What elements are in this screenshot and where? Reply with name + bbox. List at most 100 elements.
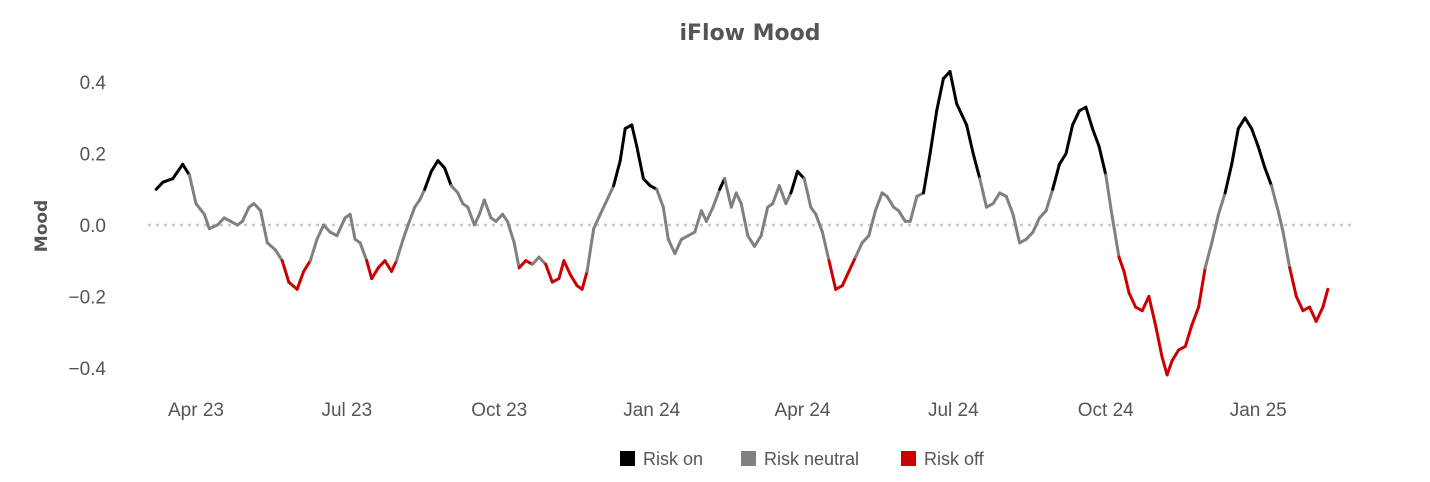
mood-line-segment: [1236, 116, 1247, 131]
mood-line-segment: [1190, 305, 1201, 327]
mood-line-segment: [315, 223, 326, 241]
mood-line-segment: [1276, 209, 1285, 234]
mood-series: [154, 70, 1330, 377]
mood-line-segment: [477, 198, 486, 216]
mood-line-segment: [759, 205, 770, 238]
mood-line-segment: [280, 259, 291, 284]
mood-line-segment: [494, 212, 505, 223]
mood-line-segment: [873, 191, 884, 213]
mood-line-segment: [537, 255, 548, 266]
mood-line-segment: [154, 180, 165, 191]
mood-line-segment: [202, 212, 211, 231]
y-axis-label: Mood: [32, 200, 52, 252]
mood-line-segment: [376, 259, 387, 270]
mood-line-segment: [365, 259, 374, 281]
x-tick-label: Apr 23: [168, 400, 224, 421]
mood-line-segment: [580, 269, 589, 291]
mood-line-segment: [704, 205, 715, 223]
mood-line-segment: [1270, 184, 1280, 213]
mood-line-segment: [308, 237, 319, 263]
mood-line-segment: [506, 219, 516, 245]
x-tick-label: Oct 23: [471, 400, 527, 421]
mood-line-segment: [1288, 266, 1298, 298]
mood-line-segment: [443, 166, 453, 188]
x-tick-label: Jul 24: [928, 400, 979, 421]
mood-line-segment: [557, 259, 566, 281]
mood-line-segment: [693, 209, 703, 234]
mood-line-segment: [512, 241, 521, 270]
mood-line-segment: [1183, 323, 1194, 348]
mood-line-segment: [482, 198, 493, 220]
mood-line-segment: [370, 266, 380, 281]
mood-line-segment: [1160, 355, 1169, 377]
mood-line-segment: [922, 152, 932, 195]
mood-line-segment: [406, 205, 417, 227]
mood-line-segment: [655, 187, 665, 209]
mood-line-segment: [348, 212, 357, 241]
x-tick-label: Jan 25: [1230, 400, 1287, 421]
mood-line-segment: [935, 77, 945, 113]
mood-line-segment: [1281, 230, 1292, 270]
mood-line-segment: [723, 177, 733, 209]
mood-line-segment: [517, 259, 528, 270]
y-axis-ticks: 0.4 0.2 0.0 −0.2 −0.4: [68, 73, 106, 380]
mood-line-segment: [466, 205, 476, 227]
mood-line-segment: [194, 202, 206, 216]
mood-line-segment: [187, 173, 198, 206]
mood-line-segment: [1223, 162, 1234, 195]
mood-line-segment: [1057, 152, 1068, 166]
mood-line-segment: [771, 184, 781, 206]
mood-line-segment: [216, 216, 226, 227]
mood-line-segment: [265, 241, 277, 252]
mood-line-segment: [1197, 266, 1207, 309]
mood-line-segment: [897, 209, 907, 223]
mood-line-segment: [928, 109, 939, 156]
mood-line-segment: [1230, 127, 1240, 166]
mood-line-segment: [562, 259, 572, 277]
mood-line-segment: [1250, 127, 1260, 148]
mood-line-segment: [789, 169, 799, 195]
mood-line-segment: [1011, 212, 1022, 245]
mood-line-segment: [1110, 216, 1121, 259]
mood-line-segment: [472, 212, 481, 227]
mood-line-segment: [1263, 166, 1273, 188]
mood-line-segment: [1294, 294, 1305, 313]
mood-line-segment: [948, 70, 959, 106]
mood-line-segment: [423, 169, 433, 191]
y-tick-label: −0.4: [68, 359, 106, 380]
mood-line-segment: [666, 237, 677, 256]
mood-line-segment: [840, 269, 851, 288]
y-tick-label: 0.0: [80, 216, 106, 237]
mood-line-segment: [390, 259, 398, 273]
mood-line-segment: [1038, 209, 1048, 220]
mood-line-segment: [1051, 162, 1061, 191]
mood-line-segment: [418, 187, 427, 202]
mood-line-segment: [322, 223, 332, 234]
mood-line-segment: [161, 177, 175, 184]
mood-line-segment: [802, 177, 813, 209]
mood-line-segment: [1243, 116, 1254, 131]
mood-line-segment: [699, 209, 708, 223]
mood-line-segment: [605, 184, 616, 202]
mood-line-segment: [395, 237, 405, 263]
mood-line-segment: [1140, 294, 1151, 313]
mood-line-segment: [1004, 194, 1015, 216]
mood-line-segment: [1064, 123, 1075, 156]
mood-line-segment: [641, 177, 652, 188]
mood-line-segment: [847, 255, 857, 273]
mood-line-segment: [259, 209, 269, 245]
mood-line-segment: [181, 162, 191, 177]
legend-label: Risk on: [643, 449, 703, 469]
mood-line-segment: [1044, 187, 1055, 213]
mood-line-segment: [820, 230, 831, 263]
mood-line-segment: [401, 223, 410, 241]
mood-line-segment: [240, 205, 251, 223]
mood-line-segment: [978, 177, 988, 209]
mood-line-segment: [635, 145, 645, 181]
x-tick-label: Apr 24: [775, 400, 831, 421]
mood-line-segment: [1256, 145, 1267, 170]
mood-line-segment: [569, 273, 579, 288]
mood-line-segment: [965, 123, 975, 156]
mood-line-segment: [991, 191, 1002, 206]
mood-line-segment: [1314, 305, 1325, 323]
